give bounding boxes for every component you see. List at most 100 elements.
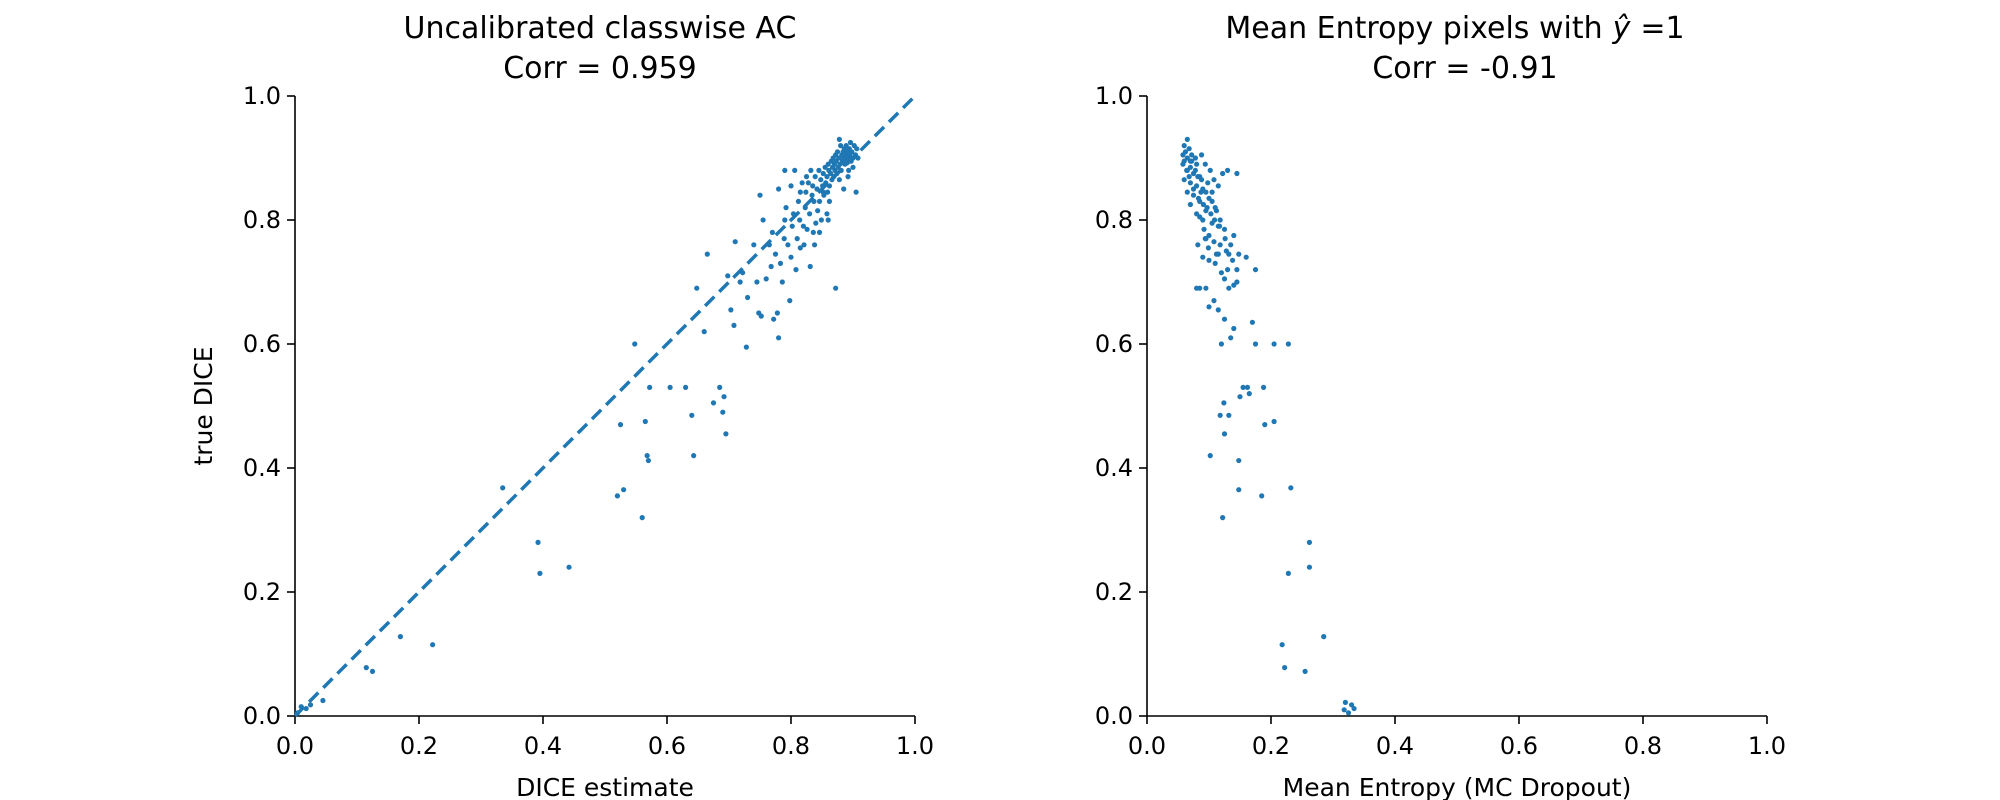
left-scatter-point [303,705,309,712]
left-scatter-point [694,285,700,291]
right-scatter-point [1217,242,1223,248]
right-scatter-point [1208,211,1214,217]
left-scatter-point [805,180,811,186]
left-scatter-point [807,211,813,217]
right-x-tick-label: 0.2 [1252,732,1290,760]
left-scatter-point [781,236,787,242]
left-scatter-point [782,167,788,173]
right-x-tick-label: 1.0 [1748,732,1786,760]
left-scatter-point [824,174,830,180]
left-scatter-point [838,143,844,149]
right-scatter-point [1234,279,1240,285]
left-scatter-point [804,226,810,232]
left-scatter-point [725,273,731,279]
right-scatter-point [1231,325,1237,332]
right-scatter-point [1236,251,1242,257]
right-scatter-point [1234,267,1240,273]
left-y-tick-label: 1.0 [243,82,281,110]
right-scatter-point [1205,245,1211,251]
right-scatter-point [1206,304,1212,310]
left-scatter-point [797,217,803,223]
right-y-tick-label: 1.0 [1095,82,1133,110]
right-x-tick-label: 0.4 [1376,732,1414,760]
left-scatter-point [824,189,831,195]
right-scatter-point [1190,192,1197,198]
right-scatter-point [1252,341,1259,347]
right-chart-title-symbol: ŷ [1612,11,1632,46]
left-scatter-point [717,384,723,390]
left-scatter-point [771,316,777,322]
right-scatter-point [1237,394,1243,400]
left-scatter-point [776,335,782,341]
left-scatter-point [847,139,854,146]
right-scatter-point [1184,189,1190,195]
left-scatter-point [732,239,738,245]
left-x-tick-label: 0.0 [276,732,314,760]
left-scatter-point [794,236,800,242]
right-scatter-point [1220,170,1226,177]
left-scatter-point [667,384,673,390]
left-scatter-point [769,229,776,235]
right-scatter-point [1260,384,1267,390]
left-y-tick-label: 0.0 [243,702,281,730]
right-scatter-point [1181,143,1187,149]
left-scatter-point [639,515,645,521]
left-scatter-point [815,208,821,214]
right-y-tick-label: 0.2 [1095,578,1133,606]
left-y-tick-label: 0.6 [243,330,281,358]
right-scatter-point [1202,236,1208,242]
right-plot-area: 0.0 0.2 0.4 0.6 0.8 1.0 0.0 0.2 0.4 0.6 0.8 1.0 [1095,82,1786,760]
left-scatter-point [790,211,797,217]
right-scatter-point [1198,152,1205,158]
left-scatter-point [710,400,717,406]
right-scatter-point [1213,208,1220,214]
left-scatter-point [743,344,749,350]
right-scatter-point [1187,201,1193,208]
left-scatter-point [430,642,436,648]
right-scatter-point [1351,705,1357,712]
right-scatter-point [1341,707,1347,713]
right-scatter-point [1187,158,1193,164]
left-y-tick-label: 0.8 [243,206,281,234]
left-scatter-point [642,418,648,425]
left-scatter-point [645,457,652,464]
left-x-tick-label: 1.0 [896,732,934,760]
right-y-tick-label: 0.4 [1095,454,1133,482]
left-scatter-point [814,186,820,192]
left-y-tick-label: 0.4 [243,454,281,482]
left-scatter-point [779,279,785,285]
left-chart-subtitle: Corr = 0.959 [503,51,697,86]
right-scatter-point [1211,177,1217,183]
left-scatter-point [737,279,743,285]
right-scatter-point [1226,412,1232,418]
right-scatter-point [1200,201,1207,208]
right-scatter-point [1192,155,1198,161]
left-scatter-point [820,189,826,195]
right-scatter-point [1186,146,1192,152]
right-scatter-point [1271,341,1277,347]
left-x-axis-label: DICE estimate [516,773,694,800]
right-scatter-point [1187,180,1193,186]
right-scatter-point [1234,170,1240,177]
right-scatter-point [1198,177,1205,183]
left-scatter-point [792,167,798,173]
left-scatter-point [818,177,824,183]
right-scatter-point [1182,149,1189,155]
left-scatter-point [789,223,795,229]
right-scatter-point [1189,152,1195,158]
right-y-tick-label: 0.0 [1095,702,1133,730]
left-scatter-point [809,192,815,198]
left-panel: Uncalibrated classwise AC Corr = 0.959 0… [189,11,934,800]
left-scatter-point [793,267,799,273]
left-plot-area: 0.0 0.2 0.4 0.6 0.8 1.0 0.0 0.2 0.4 0.6 0.8 1.0 [243,82,934,760]
left-scatter-point [803,174,810,180]
right-scatter-point [1231,232,1237,239]
left-scatter-point [854,146,860,152]
right-scatter-point [1215,307,1221,313]
left-scatter-point [855,155,861,161]
left-scatter-point [788,183,794,189]
left-scatter-point [728,307,734,313]
left-scatter-point [824,211,830,217]
left-chart-title: Uncalibrated classwise AC [404,11,797,46]
